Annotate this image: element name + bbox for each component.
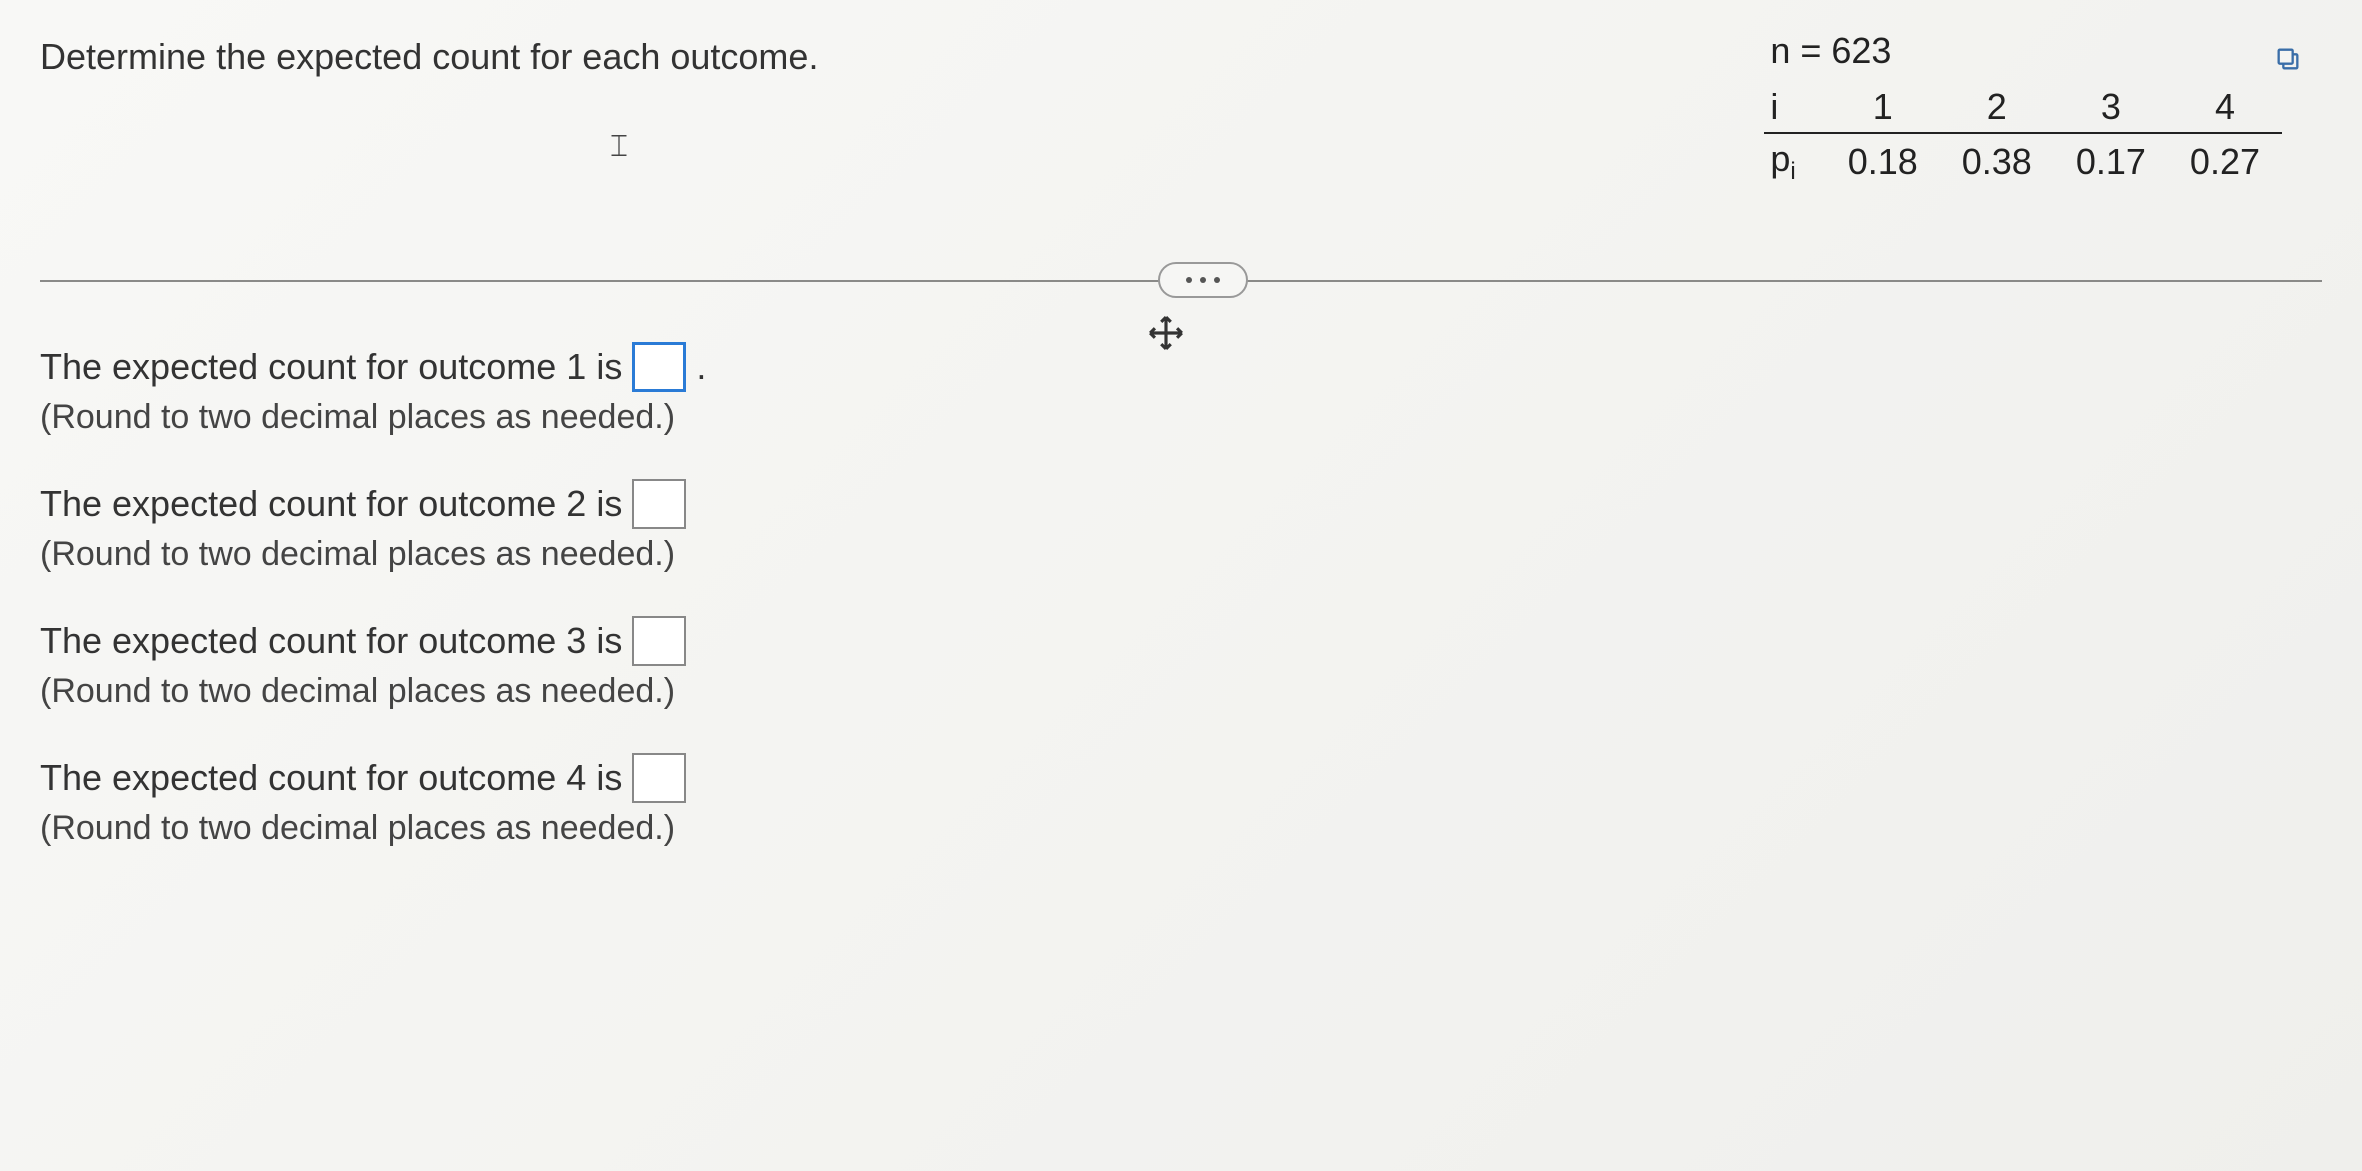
answer-line: The expected count for outcome 3 is bbox=[40, 616, 2322, 666]
answer-text-before: The expected count for outcome 3 is bbox=[40, 620, 622, 662]
probability-cell: 0.27 bbox=[2168, 133, 2282, 190]
dot-icon bbox=[1200, 277, 1206, 283]
probability-table: i 1 2 3 4 pi 0.18 0.38 0.17 0.27 bbox=[1764, 82, 2282, 190]
answer-input-4[interactable] bbox=[632, 753, 686, 803]
top-row: Determine the expected count for each ou… bbox=[40, 30, 2322, 190]
answer-line: The expected count for outcome 2 is bbox=[40, 479, 2322, 529]
answer-text-before: The expected count for outcome 4 is bbox=[40, 757, 622, 799]
answer-hint: (Round to two decimal places as needed.) bbox=[40, 535, 2322, 574]
answer-input-3[interactable] bbox=[632, 616, 686, 666]
p-label-prefix: p bbox=[1770, 138, 1790, 179]
answer-line: The expected count for outcome 4 is bbox=[40, 753, 2322, 803]
answer-block-1: The expected count for outcome 1 is . (R… bbox=[40, 342, 2322, 437]
probability-cell: 0.17 bbox=[2054, 133, 2168, 190]
question-prompt: Determine the expected count for each ou… bbox=[40, 30, 818, 78]
answer-block-3: The expected count for outcome 3 is (Rou… bbox=[40, 616, 2322, 711]
answer-hint: (Round to two decimal places as needed.) bbox=[40, 398, 2322, 437]
answer-input-2[interactable] bbox=[632, 479, 686, 529]
answer-text-after: . bbox=[696, 346, 706, 388]
answer-hint: (Round to two decimal places as needed.) bbox=[40, 672, 2322, 711]
answers-section: The expected count for outcome 1 is . (R… bbox=[40, 342, 2322, 848]
p-label-sub: i bbox=[1790, 158, 1795, 185]
table-row: i 1 2 3 4 bbox=[1764, 82, 2282, 133]
dot-icon bbox=[1186, 277, 1192, 283]
section-divider bbox=[40, 280, 2322, 282]
text-cursor-icon: ⌶ bbox=[610, 130, 628, 164]
move-icon bbox=[1147, 314, 1185, 352]
category-cell: 1 bbox=[1826, 82, 1940, 133]
answer-block-2: The expected count for outcome 2 is (Rou… bbox=[40, 479, 2322, 574]
category-cell: 3 bbox=[2054, 82, 2168, 133]
question-page: Determine the expected count for each ou… bbox=[0, 0, 2362, 1171]
more-options-button[interactable] bbox=[1158, 262, 1248, 298]
answer-block-4: The expected count for outcome 4 is (Rou… bbox=[40, 753, 2322, 848]
table-row: pi 0.18 0.38 0.17 0.27 bbox=[1764, 133, 2282, 190]
row-label-i: i bbox=[1764, 82, 1825, 133]
answer-hint: (Round to two decimal places as needed.) bbox=[40, 809, 2322, 848]
category-cell: 2 bbox=[1940, 82, 2054, 133]
answer-input-1[interactable] bbox=[632, 342, 686, 392]
probability-cell: 0.18 bbox=[1826, 133, 1940, 190]
category-cell: 4 bbox=[2168, 82, 2282, 133]
data-block: n = 623 i 1 2 3 4 pi 0.18 0.38 0.17 0.27 bbox=[1764, 30, 2282, 190]
copy-icon[interactable] bbox=[2274, 40, 2302, 68]
probability-cell: 0.38 bbox=[1940, 133, 2054, 190]
sample-size-label: n = 623 bbox=[1764, 30, 2282, 72]
answer-text-before: The expected count for outcome 1 is bbox=[40, 346, 622, 388]
answer-text-before: The expected count for outcome 2 is bbox=[40, 483, 622, 525]
dot-icon bbox=[1214, 277, 1220, 283]
row-label-p: pi bbox=[1764, 133, 1825, 190]
